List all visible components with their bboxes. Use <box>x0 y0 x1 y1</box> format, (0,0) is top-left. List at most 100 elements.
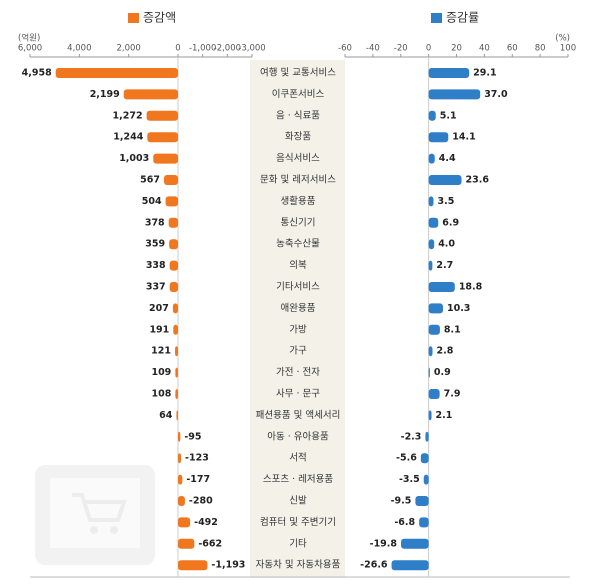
category-label: 생활용품 <box>281 195 316 207</box>
bar <box>428 217 439 228</box>
bar <box>169 260 178 271</box>
bar <box>428 89 481 100</box>
data-label: 6.9 <box>442 217 459 228</box>
data-label: 1,003 <box>119 153 149 164</box>
data-label: -6.8 <box>394 517 415 528</box>
data-label: 2.1 <box>436 410 453 421</box>
bar <box>428 367 430 378</box>
legend-swatch <box>431 13 442 23</box>
data-label: 14.1 <box>452 132 475 143</box>
data-label: -5.6 <box>396 453 417 464</box>
data-label: -9.5 <box>391 496 412 507</box>
data-label: -19.8 <box>370 538 398 549</box>
bar <box>178 517 191 528</box>
x-tick-label: 4,000 <box>67 44 91 54</box>
category-label: 스포츠 · 레저용품 <box>263 474 333 485</box>
bar <box>175 389 178 399</box>
data-label: 29.1 <box>473 68 496 79</box>
bar <box>175 367 178 378</box>
bar <box>169 282 178 292</box>
bar <box>178 474 183 485</box>
category-label: 아동 · 유아용품 <box>267 431 329 442</box>
data-label: 2.8 <box>437 346 454 357</box>
category-label: 사무 · 문구 <box>276 389 320 400</box>
category-label: 기타서비스 <box>276 282 320 293</box>
data-label: 23.6 <box>466 175 490 186</box>
data-label: 0.9 <box>434 367 451 378</box>
category-label: 음식서비스 <box>276 153 320 164</box>
unit-label: (억원) <box>18 33 40 44</box>
category-label: 가구 <box>289 346 307 357</box>
bar <box>428 389 440 399</box>
category-label: 통신기기 <box>281 217 316 228</box>
data-label: 191 <box>149 324 169 335</box>
data-label: 121 <box>151 346 171 357</box>
data-label: 567 <box>140 175 160 186</box>
x-tick-label: -2,000 <box>214 44 241 54</box>
data-label: -3.5 <box>399 474 420 485</box>
bar <box>428 303 443 314</box>
category-label: 화장품 <box>285 132 311 143</box>
bar <box>428 260 433 271</box>
data-label: -177 <box>186 474 210 485</box>
x-tick-label: 20 <box>451 44 462 54</box>
data-label: -2.3 <box>401 431 422 442</box>
category-label: 애완용품 <box>281 303 316 314</box>
bar <box>169 239 178 250</box>
x-tick-label: 0 <box>426 44 431 54</box>
bar <box>178 496 185 506</box>
data-label: 37.0 <box>484 89 508 100</box>
category-band <box>250 60 345 578</box>
data-label: -492 <box>194 517 218 528</box>
x-tick-label: 60 <box>507 44 518 54</box>
legend-label: 증감률 <box>446 11 479 25</box>
data-label: 504 <box>142 196 162 207</box>
data-label: 338 <box>146 260 166 271</box>
bar <box>428 175 462 185</box>
data-label: 18.8 <box>459 282 483 293</box>
x-tick-label: 80 <box>535 44 546 54</box>
data-label: 359 <box>145 239 165 250</box>
x-tick-label: 100 <box>560 44 576 54</box>
data-label: -662 <box>198 538 222 549</box>
bar <box>415 496 429 506</box>
bar <box>428 410 432 421</box>
bar <box>428 132 449 143</box>
data-label: 108 <box>151 389 171 400</box>
unit-label: (%) <box>555 34 570 44</box>
data-label: -123 <box>185 453 209 464</box>
bar <box>123 89 178 100</box>
category-label: 가방 <box>289 324 307 335</box>
watermark <box>35 465 155 565</box>
x-tick-label: -40 <box>366 44 380 54</box>
x-tick-label: -3,000 <box>238 44 265 54</box>
bar <box>173 324 178 335</box>
bar <box>165 196 178 207</box>
bar <box>428 324 440 335</box>
data-label: 64 <box>159 410 173 421</box>
bar <box>178 560 208 571</box>
data-label: 7.9 <box>444 389 461 400</box>
x-tick-label: 2,000 <box>116 44 140 54</box>
x-tick-label: 6,000 <box>18 44 42 54</box>
bar <box>164 175 178 185</box>
data-label: 4,958 <box>22 68 52 79</box>
data-label: 109 <box>151 367 171 378</box>
bar <box>428 153 435 164</box>
bar <box>153 153 178 164</box>
bar <box>172 303 178 314</box>
bar <box>146 110 178 121</box>
bar <box>428 110 436 121</box>
category-label: 여행 및 교통서비스 <box>260 67 336 79</box>
bar <box>178 453 182 464</box>
data-label: 337 <box>146 282 166 293</box>
bar <box>147 132 178 143</box>
data-label: 1,272 <box>113 110 143 121</box>
category-label: 문화 및 레저서비스 <box>260 174 336 186</box>
data-label: -26.6 <box>360 560 388 571</box>
category-label: 음 · 식료품 <box>276 110 320 121</box>
category-label: 이쿠폰서비스 <box>272 89 325 100</box>
x-tick-label: 0 <box>175 44 180 54</box>
data-label: -1,193 <box>211 560 245 571</box>
